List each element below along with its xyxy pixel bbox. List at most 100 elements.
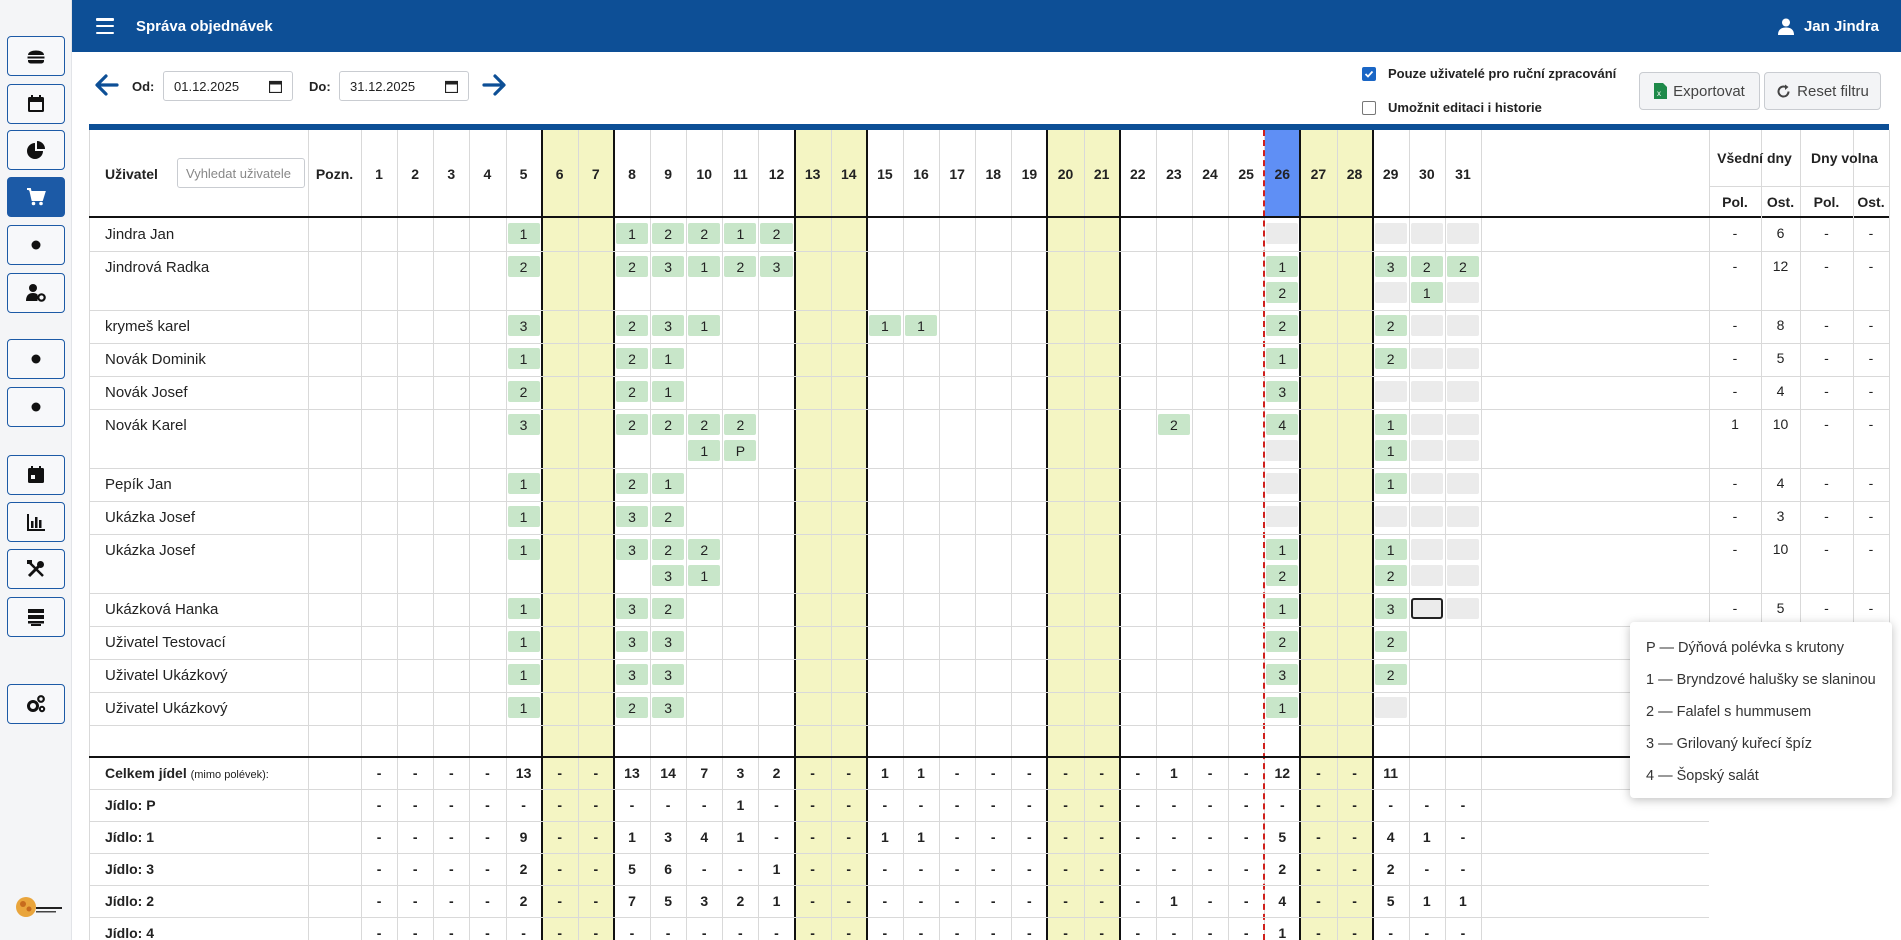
order-chip[interactable]: 1 — [1266, 539, 1299, 560]
empty-order-slot[interactable] — [1410, 414, 1443, 435]
order-chip[interactable]: 1 — [688, 315, 721, 336]
order-chip[interactable]: 3 — [1266, 381, 1299, 402]
order-chip[interactable]: 1 — [507, 697, 540, 718]
order-chip[interactable]: 2 — [760, 223, 793, 244]
order-chip[interactable]: 1 — [1266, 348, 1299, 369]
order-chip[interactable]: 1 — [1374, 440, 1407, 461]
order-chip[interactable]: 1 — [904, 315, 938, 336]
order-chip[interactable]: 1 — [1266, 697, 1299, 718]
calendar-picker-icon[interactable] — [269, 80, 282, 93]
order-chip[interactable]: 1 — [615, 223, 649, 244]
order-chip[interactable]: 1 — [724, 223, 757, 244]
sidebar-button-dot[interactable] — [7, 387, 65, 427]
sidebar-button-list[interactable] — [7, 597, 65, 637]
prev-period-arrow-icon[interactable] — [92, 70, 122, 100]
order-chip[interactable]: 3 — [1374, 256, 1407, 277]
order-chip[interactable]: 2 — [1410, 256, 1443, 277]
order-chip[interactable]: 1 — [1410, 282, 1443, 303]
order-chip[interactable]: 2 — [1374, 631, 1407, 652]
sidebar-button-dot[interactable] — [7, 339, 65, 379]
order-chip[interactable]: 2 — [615, 414, 649, 435]
order-chip[interactable]: 2 — [724, 256, 757, 277]
order-chip[interactable]: 2 — [688, 539, 721, 560]
next-period-arrow-icon[interactable] — [479, 70, 509, 100]
empty-order-slot[interactable] — [1410, 381, 1443, 402]
order-chip[interactable]: 3 — [507, 315, 540, 336]
sidebar-button-calendar[interactable] — [7, 84, 65, 124]
empty-order-slot[interactable] — [1374, 282, 1407, 303]
empty-order-slot[interactable] — [1410, 440, 1443, 461]
order-chip[interactable]: 1 — [507, 598, 540, 619]
order-chip[interactable]: 1 — [1266, 256, 1299, 277]
empty-order-slot[interactable] — [1446, 223, 1480, 244]
order-chip[interactable]: 3 — [1266, 664, 1299, 685]
empty-order-slot[interactable] — [1446, 598, 1480, 619]
order-chip[interactable]: 1 — [507, 539, 540, 560]
order-chip[interactable]: 2 — [688, 223, 721, 244]
order-chip[interactable]: 2 — [1266, 315, 1299, 336]
empty-order-slot[interactable] — [1410, 315, 1443, 336]
order-chip[interactable]: 3 — [652, 565, 685, 586]
allow-history-checkbox[interactable]: Umožnit editaci i historie — [1362, 100, 1542, 115]
order-chip[interactable]: 1 — [652, 473, 685, 494]
empty-order-slot[interactable] — [1446, 381, 1480, 402]
order-chip[interactable]: 3 — [652, 697, 685, 718]
empty-order-slot[interactable] — [1410, 223, 1443, 244]
empty-order-slot[interactable] — [1266, 440, 1299, 461]
empty-order-slot[interactable] — [1446, 315, 1480, 336]
order-chip[interactable]: 3 — [652, 631, 685, 652]
order-chip[interactable]: 1 — [688, 440, 721, 461]
empty-order-slot[interactable] — [1266, 506, 1299, 527]
empty-order-slot[interactable] — [1446, 539, 1480, 560]
empty-order-slot[interactable] — [1446, 282, 1480, 303]
order-chip[interactable]: 3 — [615, 506, 649, 527]
reset-filter-button[interactable]: Reset filtru — [1764, 72, 1881, 110]
order-chip[interactable]: P — [724, 440, 757, 461]
empty-order-slot[interactable] — [1374, 697, 1407, 718]
order-chip[interactable]: 3 — [652, 315, 685, 336]
sidebar-button-cogs[interactable] — [7, 684, 65, 724]
order-chip[interactable]: 1 — [507, 473, 540, 494]
empty-order-slot[interactable] — [1446, 473, 1480, 494]
user-menu[interactable]: Jan Jindra — [1777, 0, 1879, 52]
order-chip[interactable]: 3 — [615, 598, 649, 619]
empty-order-slot[interactable] — [1410, 565, 1443, 586]
order-chip[interactable]: 1 — [688, 565, 721, 586]
checkbox-checked-icon[interactable] — [1362, 66, 1376, 81]
empty-order-slot[interactable] — [1446, 565, 1480, 586]
selected-order-slot[interactable] — [1410, 598, 1443, 619]
order-chip[interactable]: 4 — [1266, 414, 1299, 435]
empty-order-slot[interactable] — [1446, 414, 1480, 435]
order-chip[interactable]: 2 — [688, 414, 721, 435]
order-chip[interactable]: 2 — [507, 381, 540, 402]
sidebar-button-bar-chart[interactable] — [7, 502, 65, 542]
order-chip[interactable]: 3 — [1374, 598, 1407, 619]
order-chip[interactable]: 1 — [1374, 539, 1407, 560]
order-chip[interactable]: 1 — [507, 631, 540, 652]
menu-toggle-icon[interactable] — [96, 18, 114, 34]
order-chip[interactable]: 2 — [615, 381, 649, 402]
order-chip[interactable]: 1 — [1374, 473, 1407, 494]
order-chip[interactable]: 1 — [507, 664, 540, 685]
sidebar-button-user-cog[interactable] — [7, 273, 65, 313]
sidebar-button-dot[interactable] — [7, 225, 65, 265]
order-chip[interactable]: 1 — [652, 348, 685, 369]
sidebar-button-calendar-day[interactable] — [7, 455, 65, 495]
order-chip[interactable]: 2 — [615, 315, 649, 336]
order-chip[interactable]: 2 — [652, 598, 685, 619]
order-chip[interactable]: 2 — [652, 414, 685, 435]
order-chip[interactable]: 2 — [652, 539, 685, 560]
order-chip[interactable]: 2 — [724, 414, 757, 435]
order-chip[interactable]: 3 — [652, 664, 685, 685]
to-date-input[interactable]: 31.12.2025 — [339, 71, 469, 101]
order-chip[interactable]: 2 — [1266, 565, 1299, 586]
order-chip[interactable]: 2 — [652, 506, 685, 527]
order-chip[interactable]: 1 — [507, 223, 540, 244]
order-chip[interactable]: 3 — [760, 256, 793, 277]
order-chip[interactable]: 1 — [1374, 414, 1407, 435]
order-chip[interactable]: 2 — [615, 348, 649, 369]
order-chip[interactable]: 2 — [1266, 631, 1299, 652]
empty-order-slot[interactable] — [1446, 506, 1480, 527]
order-chip[interactable]: 3 — [615, 631, 649, 652]
empty-order-slot[interactable] — [1410, 506, 1443, 527]
